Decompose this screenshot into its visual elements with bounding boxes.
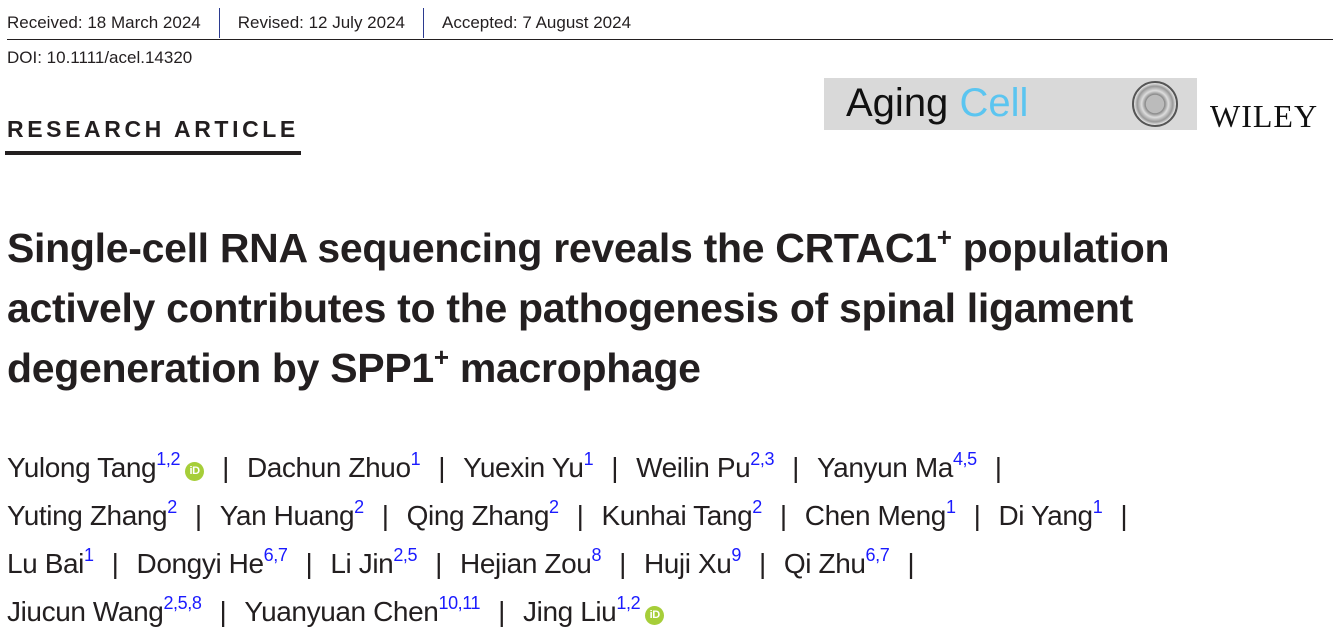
- orcid-icon[interactable]: iD: [185, 462, 205, 481]
- author-line: Yulong Tang1,2iD | Dachun Zhuo1 | Yuexin Yu1…: [7, 449, 1145, 500]
- affiliation-superscript[interactable]: 1,2: [156, 449, 181, 469]
- author-name[interactable]: Di Yang: [998, 500, 1093, 531]
- author-name[interactable]: Dongyi He: [136, 548, 265, 579]
- author[interactable]: Kunhai Tang2: [601, 497, 763, 531]
- author-name[interactable]: Yuting Zhang: [7, 500, 168, 531]
- author-name[interactable]: Dachun Zhuo: [246, 452, 411, 483]
- journal-banner[interactable]: Aging Cell: [824, 78, 1197, 130]
- author[interactable]: Qi Zhu6,7: [783, 545, 890, 579]
- author-name[interactable]: Jiucun Wang: [7, 596, 164, 627]
- journal-logo: Aging Cell: [846, 81, 1029, 125]
- author-name[interactable]: Huji Xu: [643, 548, 732, 579]
- author-name[interactable]: Chen Meng: [804, 500, 947, 531]
- author-separator: |: [222, 452, 229, 483]
- article-type: RESEARCH ARTICLE: [7, 116, 299, 142]
- author-separator: |: [619, 548, 626, 579]
- author-separator: |: [498, 596, 506, 627]
- affiliation-superscript[interactable]: 2: [752, 497, 762, 517]
- affiliation-superscript[interactable]: 1: [1092, 497, 1103, 517]
- affiliation-superscript[interactable]: 1,2: [616, 593, 641, 613]
- author-separator: |: [438, 452, 446, 483]
- author[interactable]: Jiucun Wang2,5,8: [7, 593, 202, 627]
- affiliation-superscript[interactable]: 1: [410, 449, 421, 469]
- author-separator: |: [759, 548, 766, 579]
- affiliation-superscript[interactable]: 1: [84, 545, 94, 565]
- article-type-underline: [5, 151, 301, 155]
- affiliation-superscript[interactable]: 1: [583, 449, 594, 469]
- author-separator: |: [973, 500, 981, 531]
- affiliation-superscript[interactable]: 6,7: [263, 545, 288, 565]
- society-seal-icon: [1132, 81, 1178, 127]
- author[interactable]: Yulong Tang1,2iD: [7, 449, 205, 483]
- author-separator: |: [611, 452, 619, 483]
- author-line: Lu Bai1 | Dongyi He6,7 | Li Jin2,5 | Hejian Zo…: [7, 545, 1145, 596]
- author-line: Jiucun Wang2,5,8 | Yuanyuan Chen10,11 | Jing…: [7, 593, 1145, 644]
- author-name[interactable]: Yan Huang: [219, 500, 355, 531]
- author[interactable]: Jing Liu1,2iD: [523, 593, 665, 627]
- publisher-logo[interactable]: WILEY: [1210, 98, 1319, 134]
- affiliation-superscript[interactable]: 2,5,8: [163, 593, 202, 613]
- author-name[interactable]: Li Jin: [330, 548, 394, 579]
- author-line: Yuting Zhang2 | Yan Huang2 | Qing Zhang2 | Kun…: [7, 497, 1145, 548]
- author-name[interactable]: Hejian Zou: [460, 548, 592, 579]
- author[interactable]: Yuting Zhang2: [7, 497, 177, 531]
- affiliation-superscript[interactable]: 2: [549, 497, 559, 517]
- author[interactable]: Qing Zhang2: [406, 497, 559, 531]
- author-name[interactable]: Kunhai Tang: [601, 500, 753, 531]
- revised-date: Revised: 12 July 2024: [218, 8, 423, 38]
- author-separator: |: [111, 548, 119, 579]
- doi[interactable]: DOI: 10.1111/acel.14320: [7, 48, 193, 67]
- author[interactable]: Yuanyuan Chen10,11: [244, 593, 481, 627]
- accepted-date: Accepted: 7 August 2024: [423, 8, 649, 38]
- history-dates: Received: 18 March 2024 Revised: 12 July…: [7, 8, 649, 38]
- author-separator: |: [194, 500, 202, 531]
- author[interactable]: Dachun Zhuo1: [246, 449, 421, 483]
- affiliation-superscript[interactable]: 10,11: [438, 593, 481, 613]
- author-name[interactable]: Yuexin Yu: [463, 452, 584, 483]
- author-separator: |: [435, 548, 443, 579]
- author-separator: |: [994, 452, 1002, 483]
- affiliation-superscript[interactable]: 2: [354, 497, 364, 517]
- orcid-icon[interactable]: iD: [645, 606, 665, 625]
- author-name[interactable]: Qing Zhang: [406, 500, 550, 531]
- affiliation-superscript[interactable]: 8: [591, 545, 602, 565]
- author[interactable]: Di Yang1: [998, 497, 1103, 531]
- author-separator: |: [907, 548, 915, 579]
- author[interactable]: Hejian Zou8: [460, 545, 602, 579]
- author[interactable]: Li Jin2,5: [330, 545, 418, 579]
- header-divider: [7, 39, 1333, 40]
- received-date: Received: 18 March 2024: [7, 13, 201, 32]
- affiliation-superscript[interactable]: 4,5: [952, 449, 977, 469]
- author-list: Yulong Tang1,2iD | Dachun Zhuo1 | Yuexin Yu1…: [7, 449, 1145, 644]
- author-separator: |: [381, 500, 389, 531]
- affiliation-superscript[interactable]: 2,3: [750, 449, 775, 469]
- author[interactable]: Weilin Pu2,3: [636, 449, 775, 483]
- affiliation-superscript[interactable]: 2: [167, 497, 177, 517]
- affiliation-superscript[interactable]: 6,7: [865, 545, 890, 565]
- author-separator: |: [576, 500, 584, 531]
- author-name[interactable]: Weilin Pu: [636, 452, 751, 483]
- affiliation-superscript[interactable]: 1: [945, 497, 956, 517]
- author[interactable]: Chen Meng1: [804, 497, 956, 531]
- author[interactable]: Lu Bai1: [7, 545, 94, 579]
- author-name[interactable]: Yanyun Ma: [816, 452, 953, 483]
- author-name[interactable]: Jing Liu: [523, 596, 617, 627]
- author[interactable]: Dongyi He6,7: [136, 545, 288, 579]
- author-separator: |: [219, 596, 227, 627]
- author-separator: |: [779, 500, 787, 531]
- author-separator: |: [792, 452, 799, 483]
- author[interactable]: Yan Huang2: [219, 497, 364, 531]
- author-name[interactable]: Yulong Tang: [7, 452, 157, 483]
- author-separator: |: [1120, 500, 1128, 531]
- article-title: Single-cell RNA sequencing reveals the C…: [7, 222, 1170, 391]
- author[interactable]: Huji Xu9: [643, 545, 742, 579]
- author-name[interactable]: Qi Zhu: [783, 548, 866, 579]
- author[interactable]: Yuexin Yu1: [463, 449, 594, 483]
- author-name[interactable]: Lu Bai: [7, 548, 84, 579]
- author-name[interactable]: Yuanyuan Chen: [244, 596, 439, 627]
- author-separator: |: [305, 548, 313, 579]
- affiliation-superscript[interactable]: 2,5: [393, 545, 418, 565]
- author[interactable]: Yanyun Ma4,5: [816, 449, 977, 483]
- affiliation-superscript[interactable]: 9: [731, 545, 742, 565]
